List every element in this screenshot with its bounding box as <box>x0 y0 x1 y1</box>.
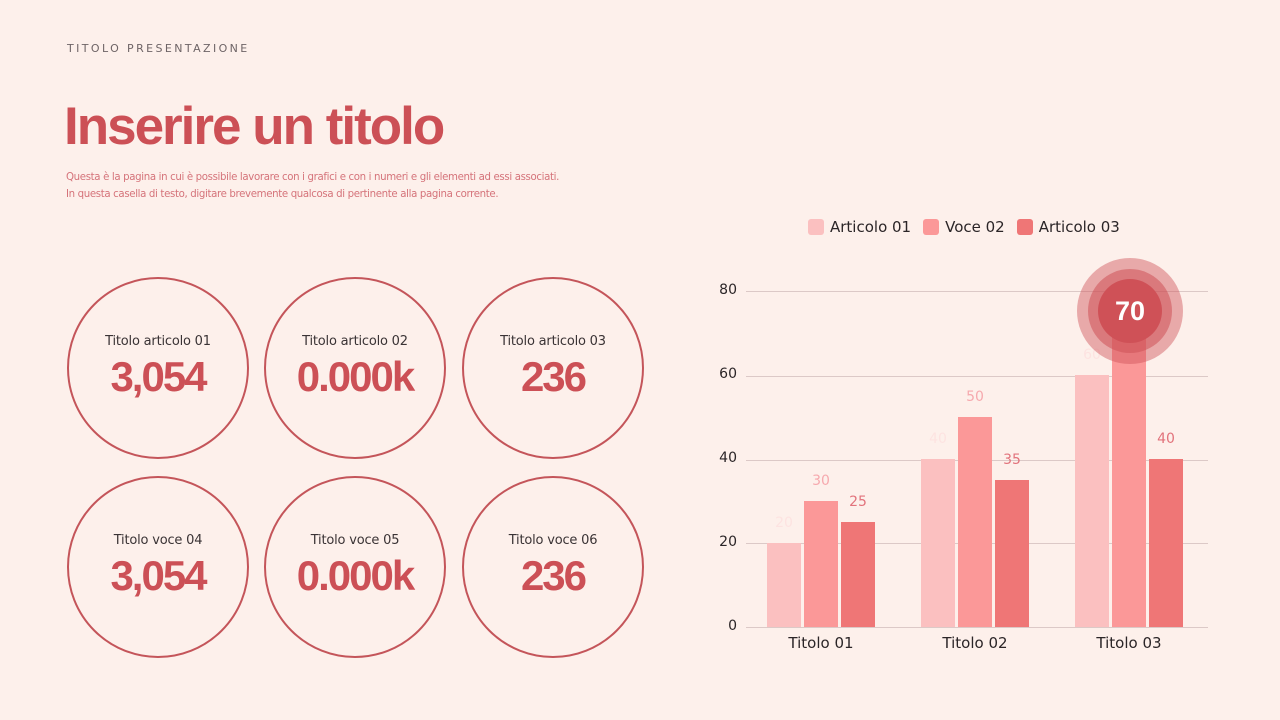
bar-value-label: 30 <box>812 473 830 489</box>
legend-item[interactable]: Articolo 01 <box>808 218 911 236</box>
highlight-ring: 70 <box>1088 269 1172 353</box>
stat-value: 0.000k <box>296 353 415 400</box>
stat-circle: Titolo voce 04 3,054 <box>67 476 249 658</box>
bar-voce-02[interactable] <box>1112 333 1146 627</box>
bar-voce-02[interactable] <box>804 501 838 627</box>
stat-label: Titolo voce 06 <box>508 533 598 548</box>
bar-articolo-01[interactable] <box>921 459 955 627</box>
x-tick: Titolo 01 <box>788 634 854 652</box>
y-tick: 0 <box>728 618 737 634</box>
legend-item[interactable]: Articolo 03 <box>1016 218 1120 236</box>
stat-value: 3,054 <box>110 552 207 599</box>
legend-label: Voce 02 <box>945 218 1005 236</box>
bar-value-label: 40 <box>1157 431 1175 447</box>
bar-articolo-03[interactable] <box>841 522 875 627</box>
legend-swatch-icon <box>1016 219 1033 235</box>
stat-circle: Titolo voce 05 0.000k <box>264 476 446 658</box>
gridline <box>746 291 1208 292</box>
x-tick: Titolo 02 <box>942 634 1008 652</box>
page-title: Inserire un titolo <box>64 97 445 156</box>
y-tick: 80 <box>719 282 737 298</box>
stat-circle: Titolo articolo 01 3,054 <box>67 277 249 459</box>
subtitle-line: In questa casella di testo, digitare bre… <box>66 189 499 200</box>
bar-value-label: 50 <box>966 389 984 405</box>
bar-voce-02[interactable] <box>958 417 992 627</box>
legend-item[interactable]: Voce 02 <box>923 218 1005 236</box>
chart-legend: Articolo 01 Voce 02 Articolo 03 <box>808 218 1132 236</box>
stat-label: Titolo voce 04 <box>113 533 203 548</box>
stat-label: Titolo articolo 02 <box>302 334 408 349</box>
stat-value: 3,054 <box>110 353 207 400</box>
x-tick: Titolo 03 <box>1096 634 1162 652</box>
bar-articolo-03[interactable] <box>995 480 1029 627</box>
highlight-bubble: 70 <box>1077 258 1183 364</box>
stat-value: 236 <box>520 353 587 400</box>
highlight-value: 70 <box>1098 279 1162 343</box>
legend-label: Articolo 03 <box>1038 218 1120 236</box>
stat-circle: Titolo articolo 02 0.000k <box>264 277 446 459</box>
stat-label: Titolo articolo 03 <box>500 334 606 349</box>
y-tick: 40 <box>719 450 737 466</box>
y-tick: 60 <box>719 366 737 382</box>
page-subtitle: Questa è la pagina in cui è possibile la… <box>66 169 559 203</box>
stat-circle: Titolo articolo 03 236 <box>462 277 644 459</box>
bar-articolo-01[interactable] <box>1075 375 1109 627</box>
legend-swatch-icon <box>923 219 940 235</box>
bar-value-label: 40 <box>929 431 947 447</box>
bar-articolo-01[interactable] <box>767 543 801 627</box>
bar-articolo-03[interactable] <box>1149 459 1183 627</box>
stat-circle: Titolo voce 06 236 <box>462 476 644 658</box>
subtitle-line: Questa è la pagina in cui è possibile la… <box>66 172 560 183</box>
stat-label: Titolo articolo 01 <box>105 334 211 349</box>
bar-value-label: 60 <box>1083 347 1101 363</box>
gridline <box>746 543 1208 544</box>
legend-swatch-icon <box>808 219 824 235</box>
y-tick: 20 <box>719 534 737 550</box>
presentation-kicker: TITOLO PRESENTAZIONE <box>67 42 250 55</box>
gridline <box>746 627 1208 628</box>
stat-value: 0.000k <box>296 552 415 599</box>
stat-value: 236 <box>520 552 587 599</box>
legend-label: Articolo 01 <box>830 218 912 236</box>
gridline <box>746 376 1208 377</box>
gridline <box>746 460 1208 461</box>
bar-value-label: 20 <box>775 515 793 531</box>
stat-label: Titolo voce 05 <box>310 533 400 548</box>
bar-value-label: 35 <box>1003 452 1021 468</box>
bar-value-label: 25 <box>849 494 867 510</box>
